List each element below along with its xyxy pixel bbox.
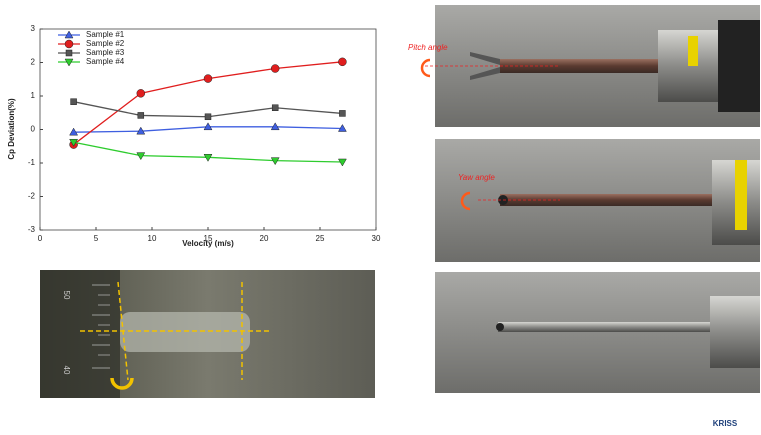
legend-marker <box>64 58 74 67</box>
legend-label: Sample #1 <box>86 30 125 39</box>
photo-pitch: Pitch angle <box>408 5 760 127</box>
y-tick-label: -2 <box>28 192 36 201</box>
marker <box>69 138 79 147</box>
y-tick-label: 0 <box>31 125 36 134</box>
legend-marker <box>65 49 73 57</box>
photo-probe <box>435 272 760 393</box>
y-tick-label: 2 <box>31 58 36 67</box>
chart: Cp Deviation(%) Velocity (m/s) -3 -2 -1 0 1 2… <box>7 24 381 248</box>
photo-label: Yaw angle <box>458 173 495 182</box>
legend-marker <box>64 39 74 49</box>
marker <box>137 112 145 119</box>
photo-yaw: Yaw angle <box>435 139 760 262</box>
logo: KRISS <box>713 419 738 428</box>
x-tick-label: 20 <box>260 234 269 243</box>
marker <box>203 154 213 162</box>
x-tick-label: 0 <box>38 234 43 243</box>
x-tick-label: 10 <box>148 234 157 243</box>
marker <box>338 57 347 67</box>
x-tick-label: 30 <box>372 234 381 243</box>
ruler-number: 40 <box>62 366 71 375</box>
legend-marker <box>64 30 74 39</box>
marker <box>337 158 347 167</box>
marker <box>270 157 280 166</box>
marker <box>69 127 79 136</box>
marker <box>270 122 280 131</box>
y-tick-label: 1 <box>31 91 36 100</box>
marker <box>339 110 346 117</box>
ruler-number: 50 <box>62 291 71 300</box>
photo-label: Pitch angle <box>408 43 448 52</box>
x-axis-label: Velocity (m/s) <box>182 239 234 248</box>
marker <box>203 122 213 131</box>
marker <box>136 89 146 98</box>
marker <box>203 74 213 83</box>
legend-label: Sample #2 <box>86 39 125 48</box>
photo-leveling: 50 40 <box>40 270 375 398</box>
marker <box>136 126 146 135</box>
x-tick-label: 15 <box>204 234 213 243</box>
marker <box>270 64 280 73</box>
marker <box>271 104 279 111</box>
legend-label: Sample #4 <box>86 57 125 66</box>
y-axis-label: Cp Deviation(%) <box>7 98 16 160</box>
marker <box>136 152 146 161</box>
x-tick-label: 25 <box>316 234 325 243</box>
marker <box>70 98 77 105</box>
x-tick-label: 5 <box>94 234 99 243</box>
marker <box>337 123 347 132</box>
y-tick-label: -1 <box>28 158 36 167</box>
y-tick-label: 3 <box>31 24 36 33</box>
y-tick-label: -3 <box>28 225 36 234</box>
marker <box>204 113 212 121</box>
legend-label: Sample #3 <box>86 48 125 57</box>
